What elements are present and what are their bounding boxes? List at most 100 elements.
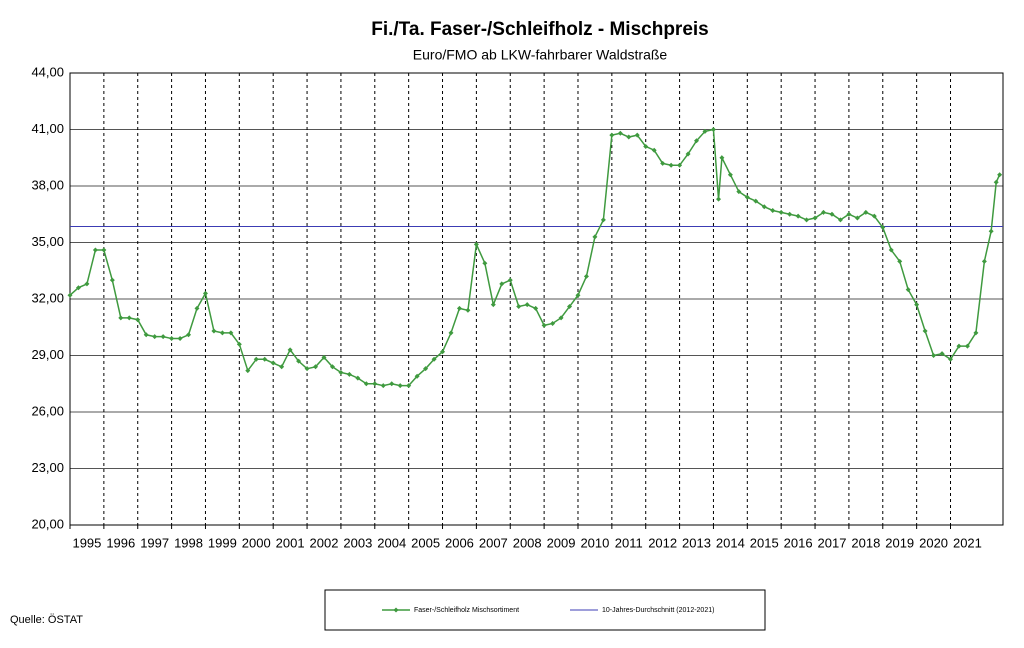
series-marker [685, 151, 691, 157]
series-marker [626, 134, 632, 140]
series-marker [499, 281, 505, 287]
series-marker [812, 215, 818, 221]
series-marker [668, 162, 674, 168]
x-tick-label: 2000 [242, 535, 271, 550]
plot-frame [69, 72, 1004, 526]
series-marker [778, 209, 784, 215]
x-tick-label: 2011 [615, 535, 643, 550]
source: Quelle: ÖSTAT [10, 614, 83, 626]
series-marker [592, 234, 598, 240]
series-marker [355, 375, 361, 381]
series-marker [473, 241, 479, 247]
x-tick-label: 2013 [682, 535, 711, 550]
series-marker [304, 366, 310, 372]
x-tick-label: 2014 [716, 535, 745, 550]
series-marker [837, 217, 843, 223]
series-marker [761, 204, 767, 210]
series-marker [609, 132, 615, 138]
legend-label: 10-Jahres-Durchschnitt (2012-2021) [602, 607, 714, 614]
series-marker [118, 315, 124, 321]
series-marker [770, 207, 776, 213]
y-tick-label: 20,00 [31, 516, 64, 531]
series-marker [465, 307, 471, 313]
series-marker [897, 258, 903, 264]
series-marker [643, 143, 649, 149]
series-marker [795, 213, 801, 219]
series-marker [389, 381, 395, 387]
x-tick-label: 2020 [919, 535, 948, 550]
series-marker [414, 373, 420, 379]
y-tick-label: 29,00 [31, 347, 64, 362]
x-tick-label: 2002 [310, 535, 339, 550]
series-line [69, 128, 1001, 387]
series-marker [634, 132, 640, 138]
x-tick-label: 1996 [106, 535, 135, 550]
series-marker [651, 147, 657, 153]
series-marker [92, 247, 98, 253]
series-marker [914, 302, 920, 308]
series-marker [262, 356, 268, 362]
series-marker [152, 334, 158, 340]
series-marker [524, 302, 530, 308]
x-tick-label: 2005 [411, 535, 440, 550]
x-tick-label: 2017 [818, 535, 847, 550]
series-marker [211, 328, 217, 334]
series-marker [829, 211, 835, 217]
series-marker [431, 356, 437, 362]
series-marker [253, 356, 259, 362]
series-marker [75, 285, 81, 291]
series-marker [880, 224, 886, 230]
chart-title: Fi./Ta. Faser-/Schleifholz - Mischpreis [371, 19, 709, 40]
series-marker [67, 292, 73, 298]
series-marker [160, 334, 166, 340]
series-marker [533, 305, 539, 311]
series-marker [660, 160, 666, 166]
series-marker [550, 320, 556, 326]
series-marker [787, 211, 793, 217]
x-tick-label: 2018 [851, 535, 880, 550]
x-tick-label: 1995 [72, 535, 101, 550]
series-marker [541, 322, 547, 328]
x-tick-label: 2015 [750, 535, 779, 550]
x-tick-label: 2004 [377, 535, 406, 550]
x-tick-label: 2003 [343, 535, 372, 550]
x-tick-label: 2007 [479, 535, 508, 550]
series-marker [101, 247, 107, 253]
series-marker [329, 364, 335, 370]
y-tick-label: 38,00 [31, 177, 64, 192]
series-marker [736, 189, 742, 195]
series-marker [583, 273, 589, 279]
x-tick-label: 2012 [648, 535, 677, 550]
series-marker [871, 213, 877, 219]
series-marker [863, 209, 869, 215]
series-marker [126, 315, 132, 321]
series-marker [716, 196, 722, 202]
series-marker [279, 364, 285, 370]
series-marker [854, 215, 860, 221]
series-marker [440, 349, 446, 355]
series-marker [338, 369, 344, 375]
y-tick-label: 35,00 [31, 234, 64, 249]
series-marker [448, 330, 454, 336]
series-marker [677, 162, 683, 168]
series-marker [600, 217, 606, 223]
series-marker [397, 383, 403, 389]
x-tick-label: 1998 [174, 535, 203, 550]
series-marker [973, 330, 979, 336]
series-marker [177, 336, 183, 342]
series-marker [997, 172, 1003, 178]
series-marker [135, 317, 141, 323]
series-marker [905, 287, 911, 293]
series-marker [939, 351, 945, 357]
series-marker [981, 258, 987, 264]
series-marker [617, 130, 623, 136]
series-marker [346, 371, 352, 377]
series-marker [236, 341, 242, 347]
series-marker [202, 290, 208, 296]
series-marker [567, 304, 573, 310]
y-tick-label: 32,00 [31, 290, 64, 305]
series-marker [694, 138, 700, 144]
series-marker [558, 315, 564, 321]
series-marker [296, 358, 302, 364]
